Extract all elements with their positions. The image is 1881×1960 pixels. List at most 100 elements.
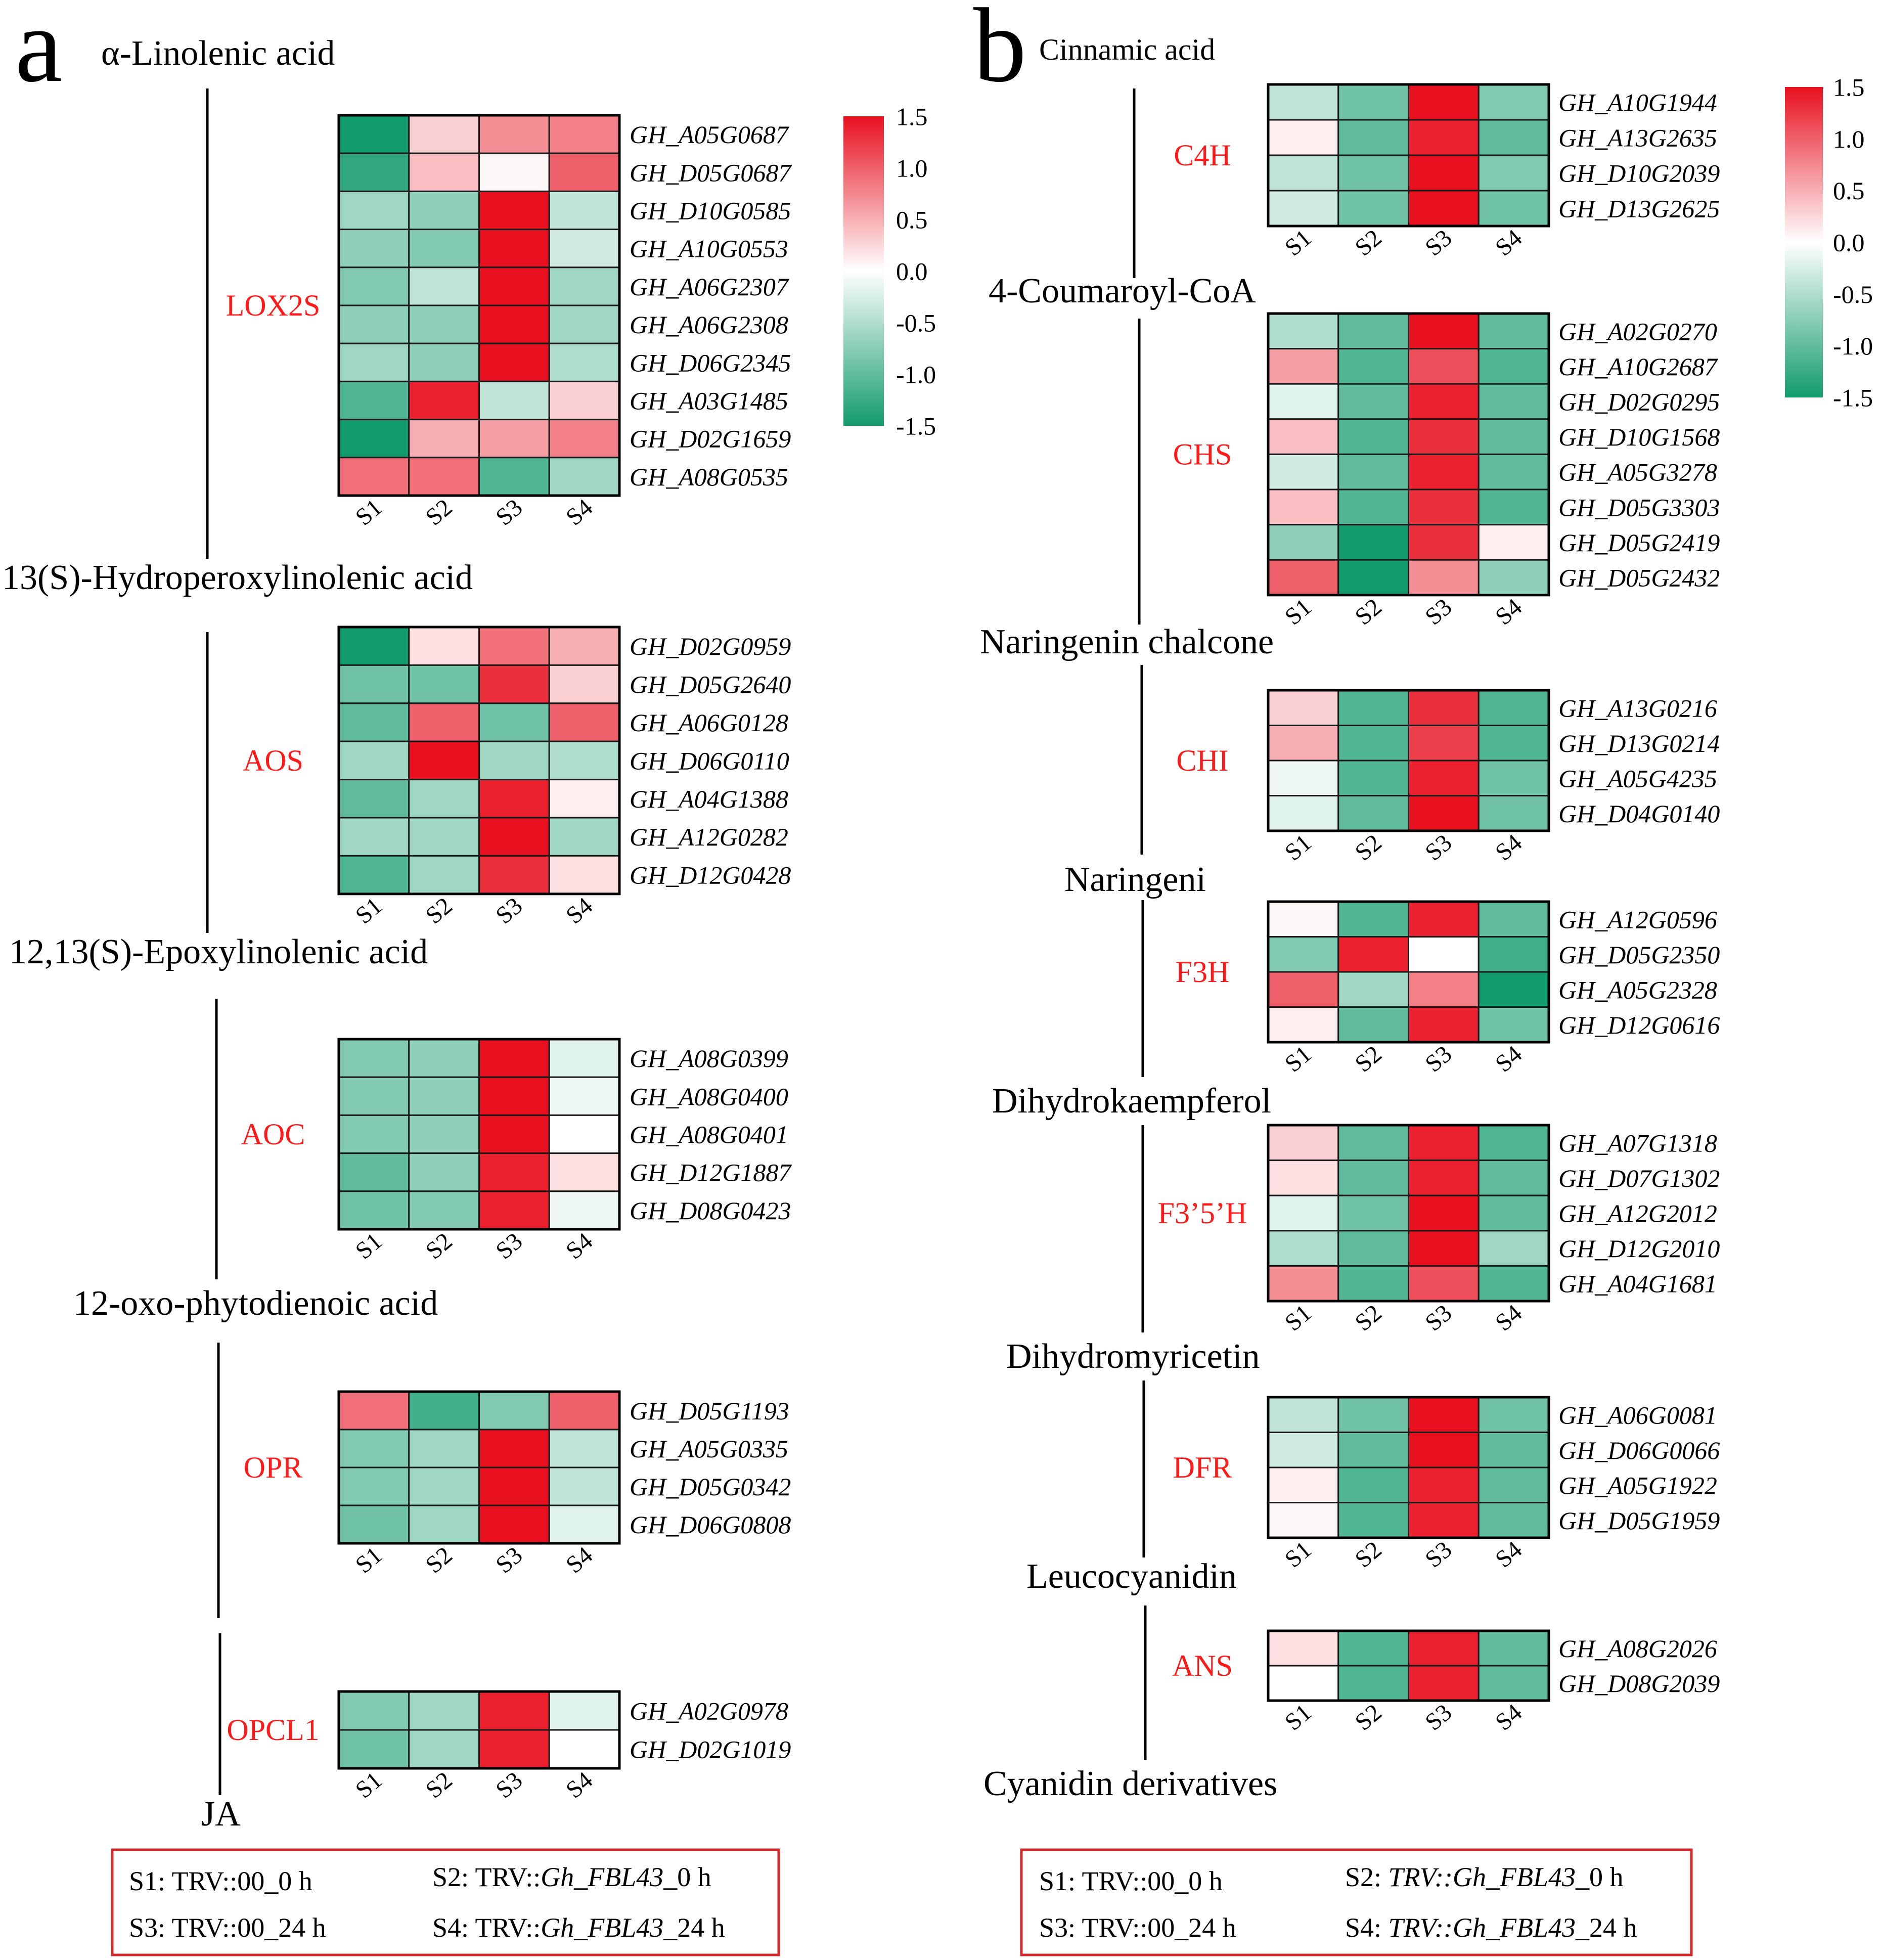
heatmap-cell-chs-gh_d05g2432-s2 <box>1337 559 1409 596</box>
gene-label: GH_D05G1193 <box>630 1397 789 1425</box>
heatmap-border-ans <box>1267 1629 1550 1702</box>
heatmap-cell-opcl1-gh_a02g0978-s2 <box>408 1690 480 1731</box>
heatmap-cell-f3-5-h-gh_a12g2012-s2 <box>1337 1194 1409 1232</box>
heatmap-cell-f3-5-h-gh_d12g2010-s2 <box>1337 1230 1409 1267</box>
gene-label: GH_D08G2039 <box>1558 1669 1720 1698</box>
heatmap-cell-f3-5-h-gh_d12g2010-s1 <box>1267 1230 1339 1267</box>
gene-label: GH_A12G0282 <box>630 823 788 851</box>
sample-tick-label: S2 <box>1350 593 1387 630</box>
heatmap-cell-chs-gh_d10g1568-s3 <box>1408 418 1480 455</box>
heatmap-cell-f3-5-h-gh_a12g2012-s1 <box>1267 1194 1339 1232</box>
gene-label: GH_A13G2635 <box>1558 124 1717 152</box>
sample-tick-label: S2 <box>421 1767 458 1804</box>
gene-label: GH_A08G0400 <box>630 1082 788 1110</box>
metabolite-dihydromyricetin: Dihydromyricetin <box>1006 1337 1260 1376</box>
heatmap-cell-f3-5-h-gh_a12g2012-s3 <box>1408 1194 1480 1232</box>
heatmap-cell-aoc-gh_a08g0401-s4 <box>548 1114 620 1154</box>
metabolite-naringenin-chalcone: Naringenin chalcone <box>980 622 1274 661</box>
heatmap-cell-opcl1-gh_a02g0978-s4 <box>548 1690 620 1731</box>
heatmap-cell-chs-gh_d05g3303-s3 <box>1408 488 1480 526</box>
heatmap-cell-aoc-gh_d12g1887-s4 <box>548 1152 620 1192</box>
heatmap-cell-aos-gh_a04g1388-s2 <box>408 779 480 819</box>
heatmap-border-f3h <box>1267 900 1550 1044</box>
sample-tick-label: S4 <box>1490 829 1527 866</box>
colorbar-tick-label: 1.5 <box>896 103 928 131</box>
heatmap-cell-aos-gh_d05g2640-s1 <box>338 664 410 704</box>
heatmap-border-c4h <box>1267 83 1550 228</box>
heatmap-cell-chs-gh_a10g2687-s1 <box>1267 348 1339 385</box>
sample-tick-label: S3 <box>490 1542 527 1579</box>
heatmap-cell-c4h-gh_a10g1944-s4 <box>1477 83 1550 121</box>
heatmap-cell-chs-gh_d10g1568-s2 <box>1337 418 1409 455</box>
heatmap-cell-chs-gh_d05g2419-s3 <box>1408 524 1480 561</box>
heatmap-cell-f3h-gh_a12g0596-s4 <box>1477 901 1550 938</box>
sample-tick-label: S1 <box>1280 225 1317 261</box>
sample-tick-label: S2 <box>1350 225 1387 261</box>
gene-label: GH_A05G4235 <box>1558 764 1717 792</box>
sample-tick-label: S1 <box>350 892 387 929</box>
heatmap-cell-aos-gh_d02g0959-s4 <box>548 626 620 666</box>
heatmap-cell-lox2s-gh_a08g0535-s4 <box>548 457 620 497</box>
gene-label: GH_D05G0342 <box>630 1473 791 1501</box>
sample-legend-box-a <box>111 1848 780 1956</box>
gene-label: GH_D05G1959 <box>1558 1506 1720 1535</box>
gene-label: GH_A04G1388 <box>630 785 788 813</box>
heatmap-border-aos <box>337 626 621 896</box>
heatmap-cell-f3h-gh_a12g0596-s2 <box>1337 901 1409 938</box>
heatmap-cell-dfr-gh_a05g1922-s4 <box>1477 1466 1550 1503</box>
sample-tick-label: S1 <box>1280 1699 1317 1736</box>
metabolite-4-coumaroyl-coa: 4-Coumaroyl-CoA <box>989 272 1256 310</box>
heatmap-cell-lox2s-gh_d05g0687-s1 <box>338 152 410 192</box>
heatmap-cell-chs-gh_d02g0295-s3 <box>1408 383 1480 420</box>
heatmap-cell-opr-gh_a05g0335-s2 <box>408 1429 480 1468</box>
gene-label: GH_A05G0687 <box>630 120 789 149</box>
sample-legend-s3-b: S3: TRV::00_24 h <box>1039 1912 1236 1943</box>
heatmap-cell-aoc-gh_a08g0401-s3 <box>478 1114 550 1154</box>
heatmap-cell-chs-gh_a02g0270-s3 <box>1408 313 1480 350</box>
heatmap-cell-chi-gh_d04g0140-s1 <box>1267 795 1339 832</box>
heatmap-cell-aoc-gh_a08g0399-s1 <box>338 1038 410 1078</box>
enzyme-label-aos: AOS <box>243 744 303 777</box>
heatmap-cell-aoc-gh_a08g0400-s2 <box>408 1076 480 1116</box>
sample-tick-label: S1 <box>1280 1536 1317 1573</box>
heatmap-cell-chi-gh_d13g0214-s2 <box>1337 725 1409 762</box>
sample-tick-label: S1 <box>1280 1300 1317 1337</box>
sample-legend-s2-b: S2: TRV::Gh_FBL43_0 h <box>1345 1862 1624 1892</box>
heatmap-border-opr <box>337 1390 621 1545</box>
gene-label: GH_D05G2419 <box>1558 528 1720 557</box>
heatmap-cell-dfr-gh_a06g0081-s2 <box>1337 1396 1409 1433</box>
colorbar-tick-label: 0.0 <box>896 257 928 286</box>
heatmap-cell-chi-gh_a05g4235-s3 <box>1408 760 1480 796</box>
heatmap-layer: GH_A05G0687 GH_D05G0687 GH_D10G0585 GH_A10G… <box>226 73 1873 1804</box>
heatmap-cell-lox2s-gh_d02g1659-s2 <box>408 419 480 459</box>
heatmap-cell-aos-gh_a04g1388-s1 <box>338 779 410 819</box>
heatmap-cell-chs-gh_d05g2432-s3 <box>1408 559 1480 596</box>
heatmap-cell-f3h-gh_a05g2328-s4 <box>1477 971 1550 1008</box>
enzyme-label-c4h: C4H <box>1174 139 1231 172</box>
heatmap-cell-c4h-gh_a13g2635-s3 <box>1408 119 1480 156</box>
sample-tick-label: S3 <box>1420 829 1457 866</box>
heatmap-cell-lox2s-gh_d02g1659-s4 <box>548 419 620 459</box>
heatmap-cell-c4h-gh_d10g2039-s2 <box>1337 154 1409 192</box>
heatmap-border-dfr <box>1267 1396 1550 1539</box>
sample-tick-label: S4 <box>561 494 598 531</box>
heatmap-border-aoc <box>337 1038 621 1231</box>
heatmap-cell-f3-5-h-gh_d07g1302-s4 <box>1477 1160 1550 1196</box>
heatmap-cell-chs-gh_a05g3278-s3 <box>1408 453 1480 491</box>
heatmap-cell-lox2s-gh_a05g0687-s1 <box>338 114 410 154</box>
sample-tick-label: S4 <box>1490 1041 1527 1078</box>
heatmap-cell-chs-gh_a10g2687-s3 <box>1408 348 1480 385</box>
gene-label: GH_A05G3278 <box>1558 458 1717 486</box>
sample-tick-label: S4 <box>561 1228 598 1265</box>
heatmap-cell-lox2s-gh_d05g0687-s4 <box>548 152 620 192</box>
heatmap-cell-chs-gh_d05g2419-s2 <box>1337 524 1409 561</box>
heatmap-cell-aoc-gh_d08g0423-s4 <box>548 1190 620 1230</box>
gene-label: GH_A12G0596 <box>1558 905 1717 933</box>
enzyme-label-lox2s: LOX2S <box>226 289 321 322</box>
heatmap-cell-c4h-gh_d10g2039-s4 <box>1477 154 1550 192</box>
heatmap-cell-ans-gh_d08g2039-s2 <box>1337 1665 1409 1702</box>
heatmap-cell-lox2s-gh_a06g2308-s1 <box>338 304 410 344</box>
colorbar-tick-label: 0.5 <box>896 206 928 234</box>
heatmap-cell-opr-gh_a05g0335-s4 <box>548 1429 620 1468</box>
metabolite-dihydrokaempferol: Dihydrokaempferol <box>992 1082 1271 1121</box>
